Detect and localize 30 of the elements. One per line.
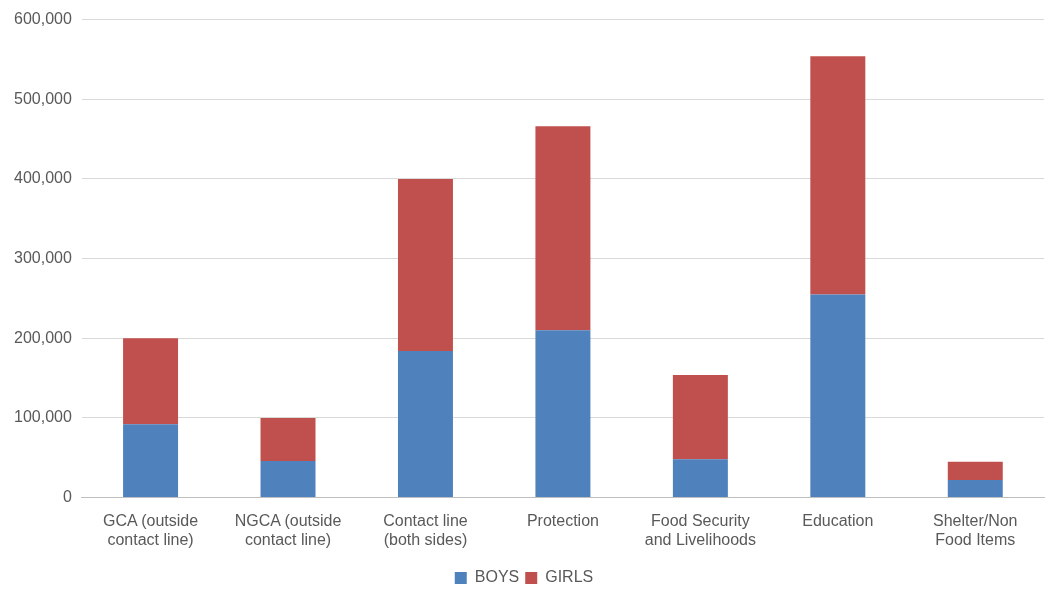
x-tick-label: NGCA (outside contact line) [234,511,342,548]
y-tick-label: 200,000 [13,328,72,346]
bar [672,459,728,498]
bar [810,294,866,498]
bar [535,126,591,331]
legend-label: BOYS [474,568,520,586]
x-tick-label: GCA (outside contact line) [102,511,199,548]
bar [947,461,1003,481]
x-tick-label: Education [802,511,874,529]
y-tick-label: 500,000 [13,89,72,107]
y-tick-label: 600,000 [13,10,72,28]
bar [672,374,728,460]
y-tick-label: 0 [62,488,72,506]
bar [947,480,1003,498]
bar [397,178,453,352]
x-tick-label: Contact line (both sides) [383,511,468,548]
bar [397,351,453,498]
x-tick-label: Food Security and Livelihoods [644,511,756,548]
x-tick-label: Shelter/Non Food Items [933,511,1018,548]
y-tick-label: 100,000 [13,408,72,426]
bar [260,417,316,461]
legend-label: GIRLS [545,568,594,586]
bar [123,424,179,498]
bar [535,330,591,498]
bar [810,56,866,295]
x-tick-label: Protection [526,511,599,529]
bar [123,338,179,425]
bar [260,460,316,498]
y-tick-label: 300,000 [13,249,72,267]
y-tick-label: 400,000 [13,169,72,187]
